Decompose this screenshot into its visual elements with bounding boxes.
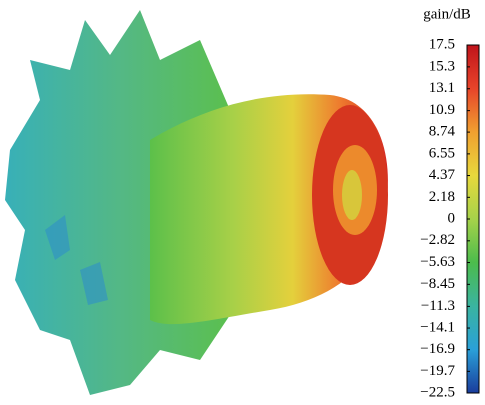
colorbar-tick-label: 13.1 [429, 80, 455, 96]
figure: gain/dB 17.5 15.3 13.1 10.9 8.74 6.55 4.37 2.18… [0, 0, 485, 405]
colorbar-tick-label: −5.63 [420, 254, 455, 270]
lobe-core [342, 170, 362, 220]
colorbar-label: gain/dB [423, 6, 471, 22]
colorbar-tick-label: −22.5 [420, 384, 455, 400]
colorbar-tick-label: −2.82 [420, 232, 455, 248]
colorbar: 17.5 15.3 13.1 10.9 8.74 6.55 4.37 2.18 0 −2.82 −5… [420, 36, 479, 400]
colorbar-tick-label: −8.45 [420, 276, 455, 292]
colorbar-tick-label: 4.37 [429, 167, 456, 183]
colorbar-tick-label: 8.74 [429, 124, 456, 140]
radiation-pattern [5, 10, 388, 395]
colorbar-tick-label: 6.55 [429, 145, 455, 161]
colorbar-tick-label: 2.18 [429, 189, 455, 205]
colorbar-tick-label: 10.9 [429, 102, 455, 118]
colorbar-tick-label: 15.3 [429, 58, 455, 74]
colorbar-tick-label: −14.1 [420, 319, 455, 335]
colorbar-tick-label: 0 [448, 210, 456, 226]
colorbar-tick-label: −16.9 [420, 341, 455, 357]
colorbar-tick-label: −19.7 [420, 363, 455, 379]
colorbar-tick-label: −11.3 [421, 298, 455, 314]
colorbar-tick-label: 17.5 [429, 36, 455, 52]
